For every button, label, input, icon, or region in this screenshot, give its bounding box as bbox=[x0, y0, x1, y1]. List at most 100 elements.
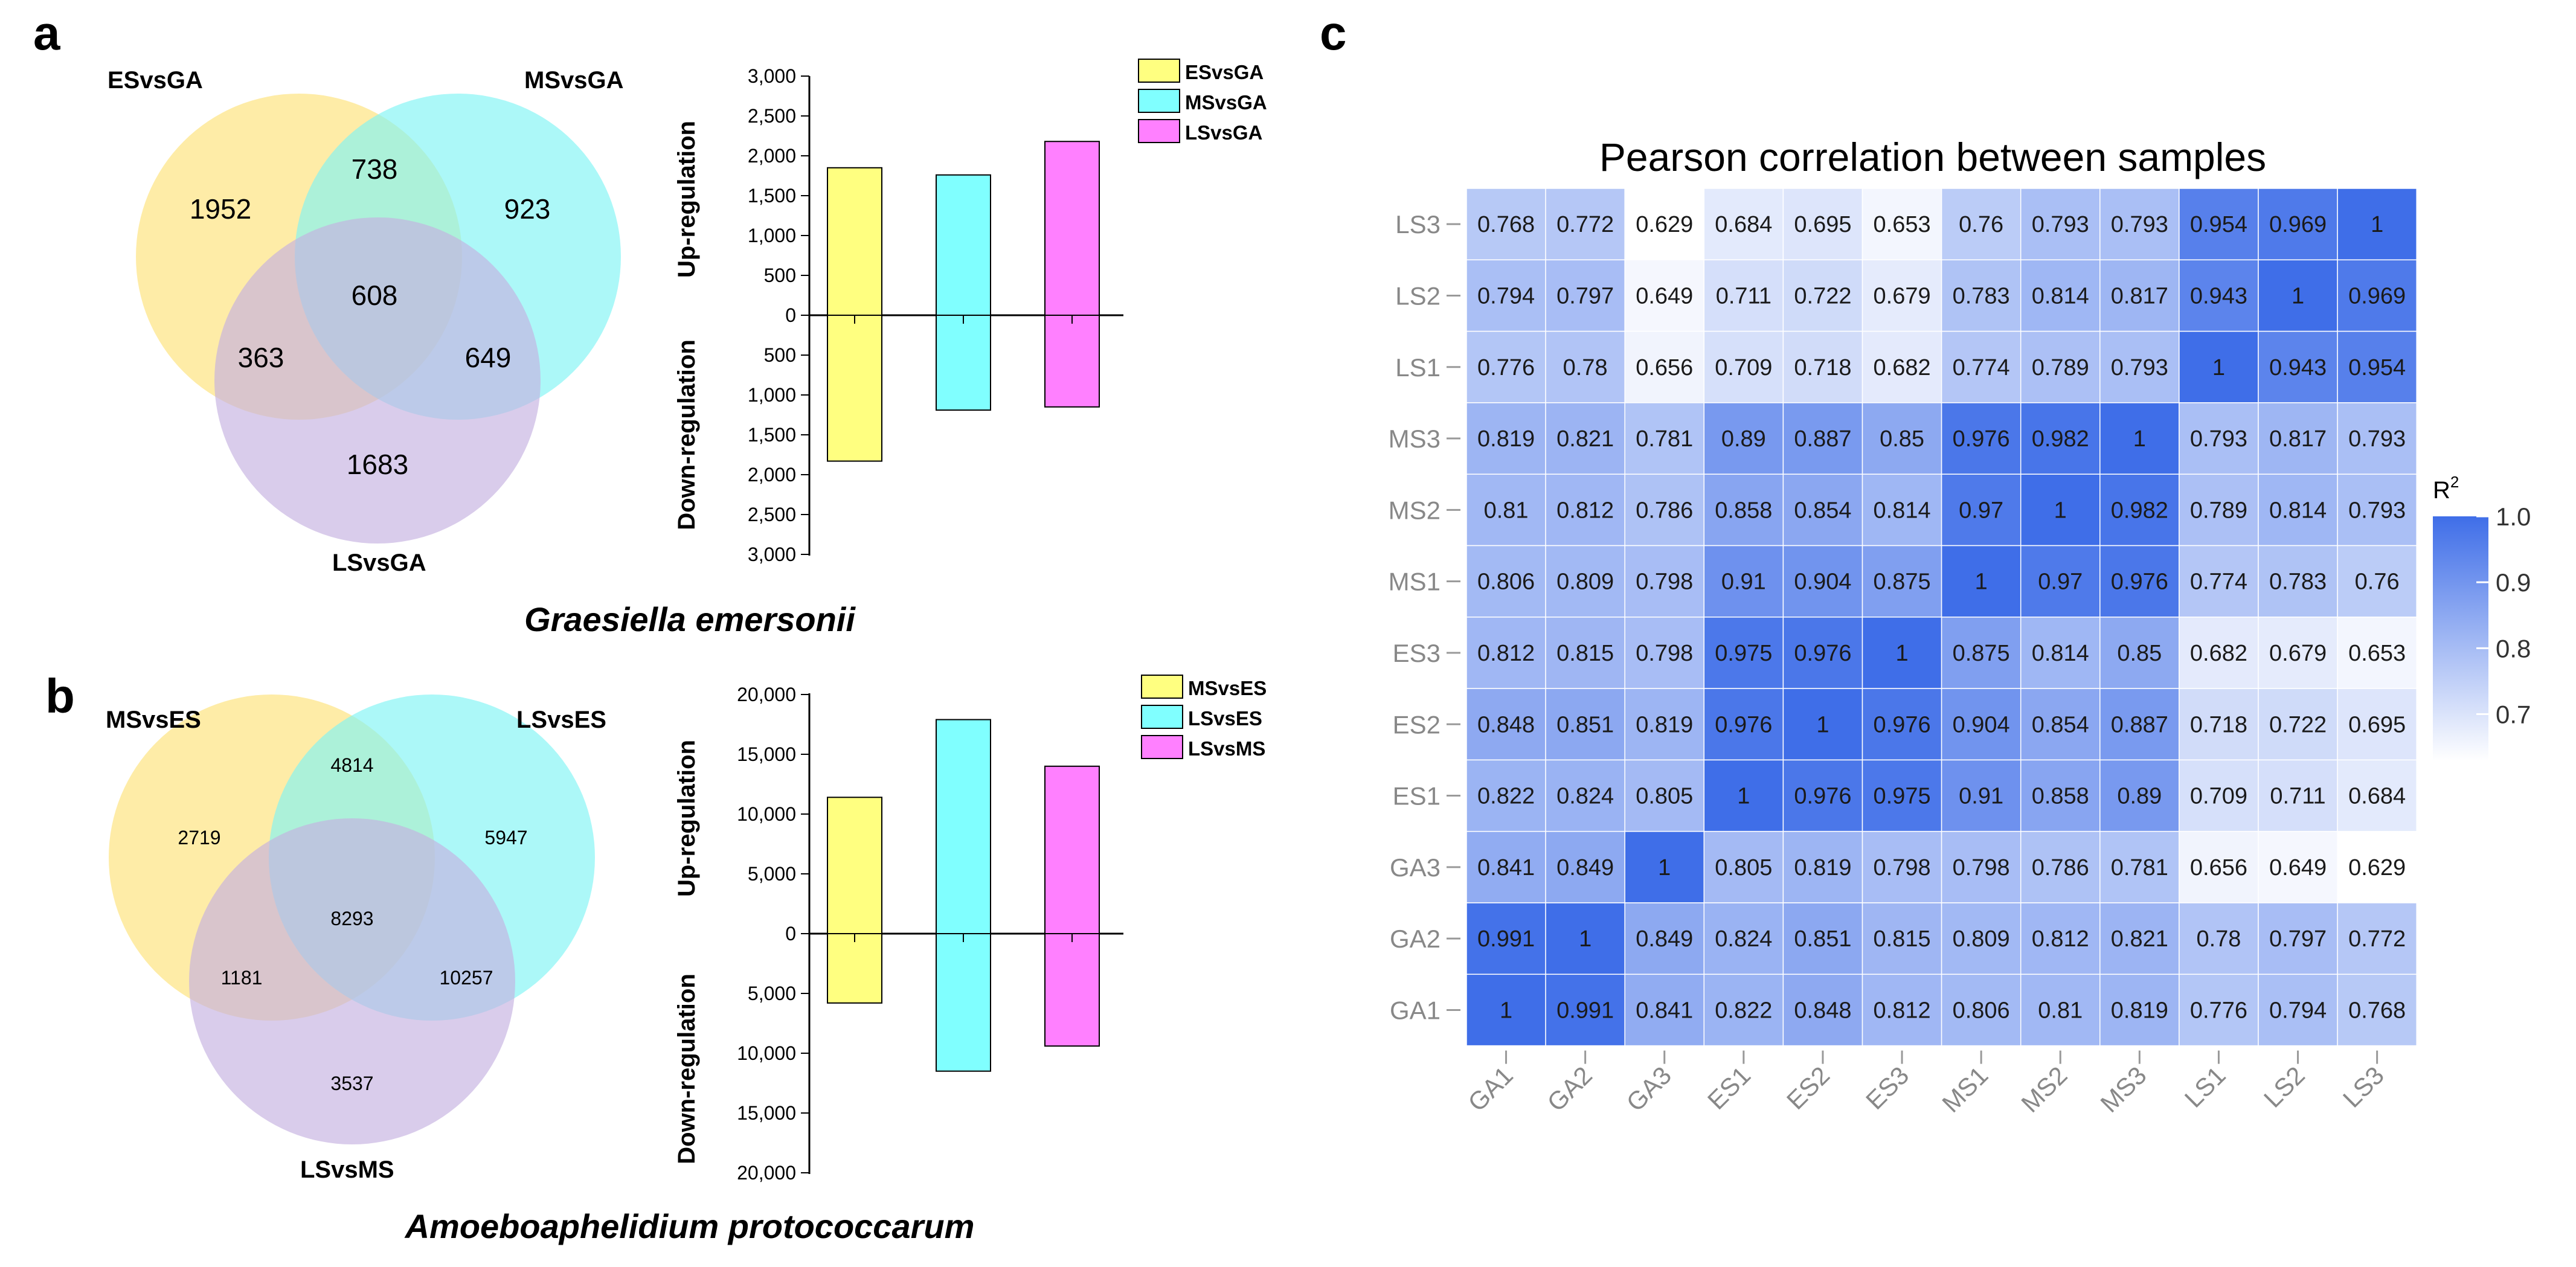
heatmap-value-GA3-LS3: 0.629 bbox=[2348, 855, 2406, 880]
heatmap-value-MS1-MS1: 1 bbox=[1975, 569, 1988, 595]
bar-b-tick-label-5: 5,000 bbox=[748, 983, 796, 1004]
heatmap-cell-GA1-ES2 bbox=[1782, 974, 1863, 1047]
heatmap-cell-LS2-MS2 bbox=[2020, 259, 2101, 332]
heatmap-value-GA1-LS1: 0.776 bbox=[2190, 998, 2247, 1023]
heatmap-value-ES1-LS2: 0.711 bbox=[2270, 784, 2325, 809]
heatmap-value-MS1-MS3: 0.976 bbox=[2111, 569, 2168, 595]
heatmap-value-LS3-LS2: 0.969 bbox=[2269, 212, 2327, 237]
heatmap-value-GA1-GA2: 0.991 bbox=[1556, 998, 1614, 1023]
heatmap-value-MS2-LS1: 0.789 bbox=[2190, 498, 2247, 523]
heatmap-cell-GA3-LS1 bbox=[2179, 830, 2259, 903]
heatmap-cell-ES2-LS1 bbox=[2179, 688, 2259, 761]
venn-b-set-label-2: LSvsES bbox=[516, 707, 606, 733]
heatmap-cell-MS3-ES2 bbox=[1782, 402, 1863, 475]
heatmap-value-MS3-LS3: 0.793 bbox=[2348, 426, 2406, 452]
heatmap-value-MS1-GA1: 0.806 bbox=[1477, 569, 1535, 595]
heatmap-xlabel-ES1: ES1 bbox=[1702, 1061, 1756, 1115]
heatmap-value-ES1-GA2: 0.824 bbox=[1556, 784, 1614, 809]
heatmap-cell-MS1-GA2 bbox=[1545, 545, 1625, 618]
bar-b-bar-down-LSvsES bbox=[936, 933, 991, 1072]
heatmap-value-GA2-ES2: 0.851 bbox=[1794, 926, 1851, 952]
bar-b-ticks: 20,000 15,000 10,000 5,000 0 5,000 10,000 15,00… bbox=[737, 684, 809, 1184]
heatmap-cell-GA3-ES2 bbox=[1782, 830, 1863, 903]
heatmap-value-ES2-GA2: 0.851 bbox=[1556, 712, 1614, 737]
bar-b-bar-down-MSvsES bbox=[827, 933, 882, 1004]
heatmap-cell-ES3-ES2 bbox=[1782, 617, 1863, 689]
heatmap-cell-GA3-LS3 bbox=[2337, 830, 2417, 903]
heatmap-cell-ES3-ES3 bbox=[1861, 617, 1942, 689]
heatmap-value-LS3-ES1: 0.684 bbox=[1715, 212, 1772, 237]
heatmap-value-ES1-MS3: 0.89 bbox=[2117, 784, 2162, 809]
heatmap-cell-MS2-ES1 bbox=[1703, 473, 1784, 547]
heatmap-value-LS3-MS2: 0.793 bbox=[2032, 212, 2089, 237]
heatmap-value-ES3-ES1: 0.975 bbox=[1715, 641, 1772, 666]
heatmap-cell-GA2-GA2 bbox=[1545, 902, 1625, 975]
heatmap-value-ES2-ES2: 1 bbox=[1816, 712, 1829, 737]
heatmap-value-LS2-ES2: 0.722 bbox=[1794, 283, 1851, 309]
bar-b-tick-label-3: 5,000 bbox=[748, 863, 796, 885]
bar-a-tick-label-12: 3,000 bbox=[748, 544, 796, 565]
heatmap-value-LS2-LS3: 0.969 bbox=[2348, 283, 2406, 309]
venn-a-count-only-1: 1952 bbox=[190, 193, 251, 225]
heatmap-ylabel-MS3: MS3 bbox=[1389, 425, 1441, 453]
heatmap-cell-MS2-MS2 bbox=[2020, 473, 2101, 547]
heatmap-ylabel-GA1: GA1 bbox=[1390, 996, 1441, 1024]
bar-b-legend-swatch-3 bbox=[1141, 735, 1183, 759]
heatmap-value-GA3-GA1: 0.841 bbox=[1477, 855, 1535, 880]
heatmap-cell-GA2-ES3 bbox=[1861, 902, 1942, 975]
heatmap-value-LS2-MS3: 0.817 bbox=[2111, 283, 2168, 309]
heatmap-cell-ES3-LS1 bbox=[2179, 617, 2259, 689]
heatmap-value-MS2-MS3: 0.982 bbox=[2111, 498, 2168, 523]
heatmap-xlabel-GA2: GA2 bbox=[1541, 1061, 1598, 1117]
heatmap-cell-MS1-MS2 bbox=[2020, 545, 2101, 618]
heatmap-value-GA2-MS3: 0.821 bbox=[2111, 926, 2168, 952]
heatmap-value-ES1-LS3: 0.684 bbox=[2348, 784, 2406, 809]
heatmap-value-GA2-ES3: 0.815 bbox=[1874, 926, 1931, 952]
heatmap-value-LS2-MS1: 0.783 bbox=[1953, 283, 2010, 309]
heatmap-cell-LS3-GA3 bbox=[1624, 188, 1705, 261]
heatmap-cell-ES1-ES2 bbox=[1782, 759, 1863, 832]
heatmap-value-GA2-LS2: 0.797 bbox=[2269, 926, 2327, 952]
heatmap-cell-MS2-LS3 bbox=[2337, 473, 2417, 547]
heatmap-ylabel-LS1: LS1 bbox=[1395, 353, 1441, 382]
heatmap-cell-LS3-LS2 bbox=[2258, 188, 2338, 261]
heatmap-cell-GA1-MS1 bbox=[1941, 974, 2022, 1047]
colorbar: R2 1.0 0.9 0.8 0.7 bbox=[2433, 473, 2531, 761]
heatmap-value-MS3-GA3: 0.781 bbox=[1636, 426, 1693, 452]
heatmap-ylabel-ES2: ES2 bbox=[1393, 710, 1441, 739]
heatmap-cell-LS2-GA2 bbox=[1545, 259, 1625, 332]
heatmap-cell-ES3-LS2 bbox=[2258, 617, 2338, 689]
bar-a-tick-label-7: 500 bbox=[764, 344, 796, 366]
bar-b-bar-up-LSvsES bbox=[936, 719, 991, 934]
heatmap-value-MS1-LS2: 0.783 bbox=[2269, 569, 2327, 595]
bar-a-legend: ESvsGA MSvsGA LSvsGA bbox=[1138, 59, 1267, 144]
heatmap-cell-ES3-GA2 bbox=[1545, 617, 1625, 689]
heatmap-cell-GA3-GA2 bbox=[1545, 830, 1625, 903]
heatmap-value-MS2-MS1: 0.97 bbox=[1959, 498, 2003, 523]
colorbar-ticklabel-2: 0.8 bbox=[2496, 634, 2531, 662]
heatmap-cell-LS1-LS3 bbox=[2337, 330, 2417, 403]
heatmap-cells: 0.768 0.772 0.629 0.684 0.695 0.653 0.76 0.793 0… bbox=[1466, 188, 2417, 1047]
heatmap-value-ES3-GA1: 0.812 bbox=[1477, 641, 1535, 666]
heatmap-value-MS1-ES2: 0.904 bbox=[1794, 569, 1851, 595]
bar-a-tick-label-6: 0 bbox=[785, 304, 796, 326]
heatmap-cell-LS2-LS2 bbox=[2258, 259, 2338, 332]
bar-b-tick-label-6: 10,000 bbox=[737, 1042, 796, 1064]
heatmap-xlabel-LS3: LS3 bbox=[2337, 1061, 2389, 1113]
heatmap-cell-MS3-GA3 bbox=[1624, 402, 1705, 475]
bar-a-bar-down-MSvsGA bbox=[936, 315, 991, 411]
heatmap-value-ES1-MS2: 0.858 bbox=[2032, 784, 2089, 809]
heatmap-cell-ES1-ES3 bbox=[1861, 759, 1942, 832]
heatmap-value-ES1-GA3: 0.805 bbox=[1636, 784, 1693, 809]
heatmap-value-MS2-GA3: 0.786 bbox=[1636, 498, 1693, 523]
bar-b-bar-up-LSvsMS bbox=[1044, 765, 1100, 935]
heatmap-xlabel-LS1: LS1 bbox=[2179, 1061, 2231, 1113]
heatmap-value-LS3-GA3: 0.629 bbox=[1636, 212, 1693, 237]
heatmap-value-LS1-MS1: 0.774 bbox=[1953, 355, 2010, 380]
heatmap-cell-MS2-MS3 bbox=[2099, 473, 2180, 547]
venn-a: ESvsGA MSvsGA LSvsGA 1952 923 1683 738 3… bbox=[108, 67, 624, 576]
heatmap-value-ES3-LS1: 0.682 bbox=[2190, 641, 2247, 666]
colorbar-title-r: R bbox=[2433, 477, 2450, 504]
heatmap-cell-MS2-LS1 bbox=[2179, 473, 2259, 547]
heatmap-cell-LS3-ES2 bbox=[1782, 188, 1863, 261]
